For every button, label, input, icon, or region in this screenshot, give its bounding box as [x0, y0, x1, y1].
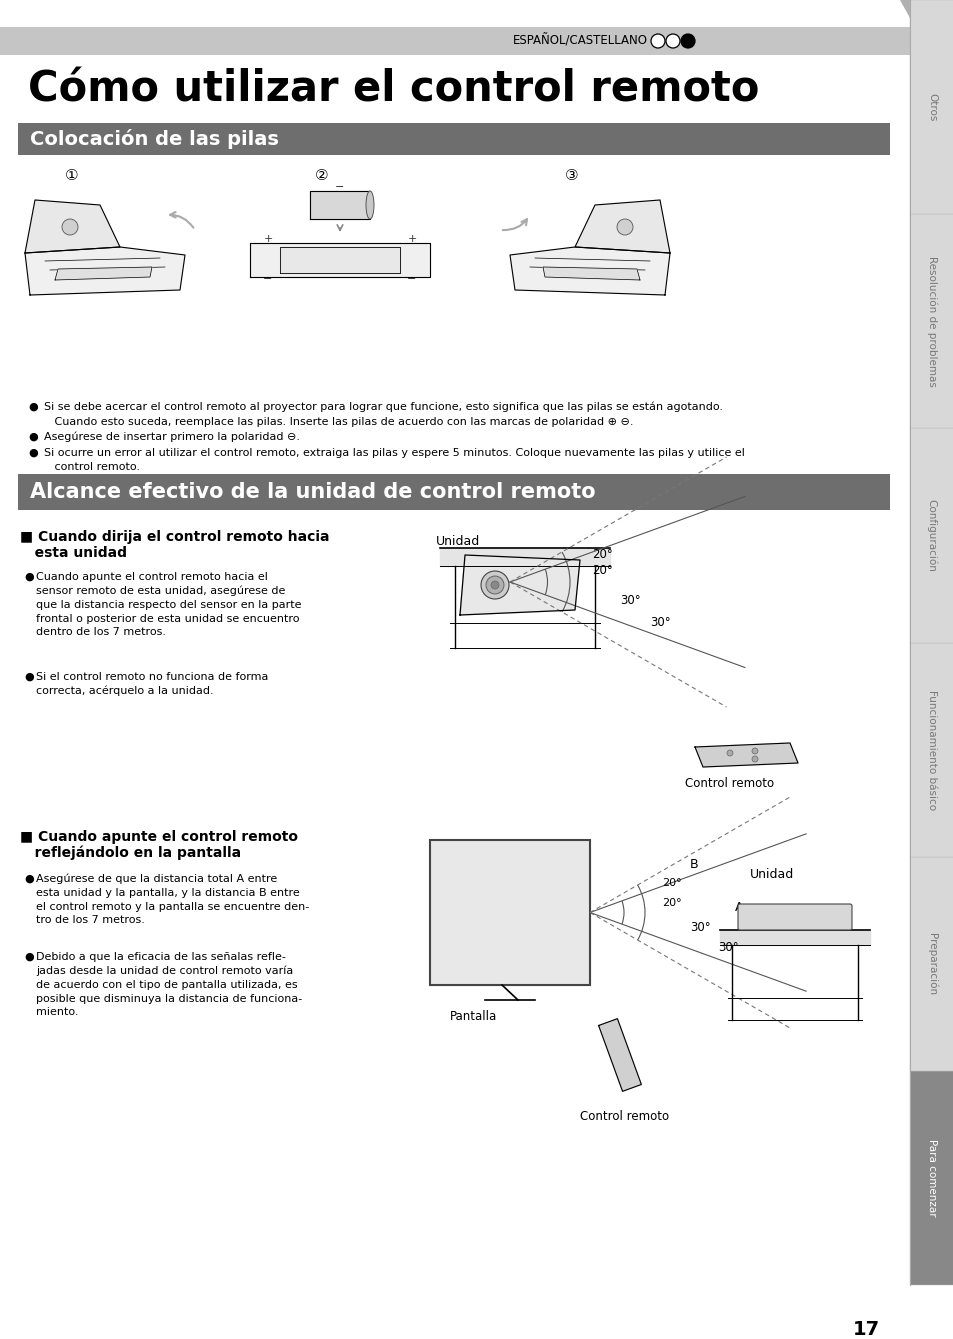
Bar: [909, 214, 953, 428]
Text: Cuando apunte el control remoto hacia el
sensor remoto de esta unidad, asegúrese: Cuando apunte el control remoto hacia el…: [36, 572, 301, 637]
Polygon shape: [439, 548, 609, 566]
Polygon shape: [280, 246, 399, 273]
Text: 30°: 30°: [718, 941, 738, 953]
Circle shape: [485, 576, 503, 595]
Polygon shape: [25, 200, 120, 253]
Text: Funcionamiento básico: Funcionamiento básico: [926, 690, 936, 810]
Text: Si se debe acercar el control remoto al proyector para lograr que funcione, esto: Si se debe acercar el control remoto al …: [44, 402, 722, 427]
Polygon shape: [250, 242, 430, 277]
Text: ●: ●: [24, 874, 33, 884]
Text: Resolución de problemas: Resolución de problemas: [925, 256, 936, 387]
Text: ②: ②: [314, 167, 329, 183]
Text: Cómo utilizar el control remoto: Cómo utilizar el control remoto: [28, 68, 759, 110]
Ellipse shape: [366, 191, 374, 220]
Circle shape: [751, 757, 758, 762]
Polygon shape: [430, 840, 589, 986]
Text: Unidad: Unidad: [749, 868, 794, 881]
Text: ●: ●: [24, 952, 33, 961]
Text: ■ Cuando dirija el control remoto hacia: ■ Cuando dirija el control remoto hacia: [20, 530, 329, 544]
Text: ■ Cuando apunte el control remoto: ■ Cuando apunte el control remoto: [20, 830, 297, 844]
Text: +: +: [263, 234, 273, 244]
Text: Debido a que la eficacia de las señalas refle-
jadas desde la unidad de control : Debido a que la eficacia de las señalas …: [36, 952, 302, 1018]
Polygon shape: [598, 1019, 640, 1091]
Text: Control remoto: Control remoto: [579, 1110, 669, 1123]
Text: Configuración: Configuración: [925, 499, 936, 572]
Text: ●: ●: [28, 449, 38, 458]
Text: −: −: [263, 274, 273, 284]
Circle shape: [650, 33, 664, 48]
Text: 20°: 20°: [661, 877, 680, 888]
Text: Unidad: Unidad: [436, 536, 479, 548]
Polygon shape: [459, 554, 579, 615]
Polygon shape: [510, 246, 669, 295]
Text: 20°: 20°: [661, 897, 680, 908]
Text: ●: ●: [28, 432, 38, 442]
Text: ●: ●: [24, 572, 33, 582]
Polygon shape: [720, 931, 869, 945]
Text: ①: ①: [65, 167, 79, 183]
Text: 17: 17: [852, 1320, 879, 1339]
Text: +: +: [407, 234, 416, 244]
Circle shape: [680, 33, 695, 48]
Bar: [430, 840, 589, 986]
Text: 20°: 20°: [592, 564, 612, 577]
Text: Otros: Otros: [926, 92, 936, 122]
Bar: [909, 1071, 953, 1285]
Circle shape: [665, 33, 679, 48]
Bar: [0, 27, 909, 55]
Polygon shape: [310, 191, 370, 220]
Bar: [18, 123, 889, 155]
Circle shape: [726, 750, 732, 757]
Text: B: B: [689, 858, 698, 870]
Bar: [18, 474, 889, 510]
Text: −: −: [335, 182, 344, 191]
Polygon shape: [542, 266, 639, 280]
Text: −: −: [407, 274, 416, 284]
Text: A: A: [734, 901, 742, 915]
Text: 20°: 20°: [592, 548, 612, 561]
Bar: [909, 643, 953, 857]
Text: Si el control remoto no funciona de forma
correcta, acérquelo a la unidad.: Si el control remoto no funciona de form…: [36, 672, 268, 696]
Circle shape: [62, 220, 78, 236]
Text: 30°: 30°: [619, 593, 640, 607]
Text: ESPAÑOL/CASTELLANO: ESPAÑOL/CASTELLANO: [513, 35, 647, 48]
Text: Preparación: Preparación: [925, 933, 936, 995]
Text: 30°: 30°: [689, 921, 710, 935]
Bar: [909, 0, 953, 1285]
Text: ●: ●: [28, 402, 38, 412]
Text: Si ocurre un error al utilizar el control remoto, extraiga las pilas y espere 5 : Si ocurre un error al utilizar el contro…: [44, 449, 744, 473]
Bar: [909, 428, 953, 643]
Polygon shape: [25, 246, 185, 295]
Text: esta unidad: esta unidad: [20, 546, 127, 560]
Bar: [909, 857, 953, 1071]
Text: reflejándolo en la pantalla: reflejándolo en la pantalla: [20, 846, 241, 861]
Polygon shape: [55, 266, 152, 280]
Text: Control remoto: Control remoto: [684, 777, 774, 790]
Text: ●: ●: [24, 672, 33, 682]
Text: Alcance efectivo de la unidad de control remoto: Alcance efectivo de la unidad de control…: [30, 482, 595, 502]
Text: ③: ③: [564, 167, 578, 183]
Polygon shape: [575, 200, 669, 253]
Circle shape: [617, 220, 633, 236]
Text: Pantalla: Pantalla: [450, 1010, 497, 1023]
Circle shape: [751, 749, 758, 754]
Circle shape: [480, 570, 509, 599]
Polygon shape: [695, 743, 797, 767]
Circle shape: [491, 581, 498, 589]
Text: 30°: 30°: [649, 616, 670, 628]
Text: Colocación de las pilas: Colocación de las pilas: [30, 129, 278, 149]
Bar: [909, 0, 953, 214]
Text: Asegúrese de que la distancia total A entre
esta unidad y la pantalla, y la dist: Asegúrese de que la distancia total A en…: [36, 874, 309, 925]
FancyBboxPatch shape: [738, 904, 851, 931]
Text: Para comenzar: Para comenzar: [926, 1139, 936, 1217]
Polygon shape: [899, 0, 909, 17]
Text: Asegúrese de insertar primero la polaridad ⊖.: Asegúrese de insertar primero la polarid…: [44, 432, 299, 442]
